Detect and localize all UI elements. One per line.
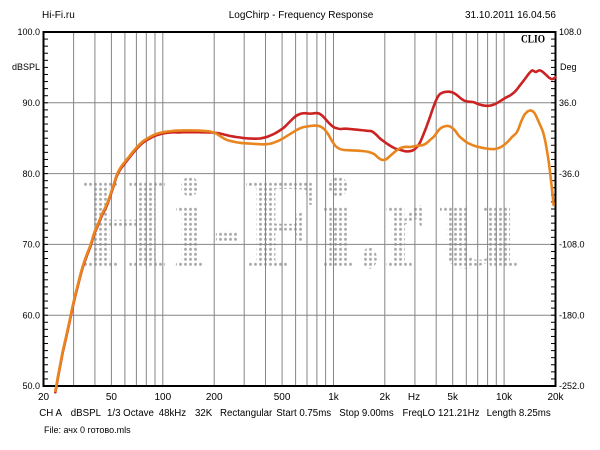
svg-text:20: 20	[38, 392, 50, 403]
svg-text:Rectangular: Rectangular	[220, 408, 273, 419]
svg-text:FreqLO 121.21Hz: FreqLO 121.21Hz	[403, 408, 480, 419]
svg-text:2k: 2k	[380, 392, 392, 403]
svg-text:60.0: 60.0	[22, 310, 40, 320]
svg-text:-108.0: -108.0	[559, 240, 585, 250]
svg-text:Start 0.75ms: Start 0.75ms	[276, 408, 331, 419]
svg-text:-36.0: -36.0	[559, 169, 580, 179]
svg-text:31.10.2011 16.04.56: 31.10.2011 16.04.56	[465, 10, 556, 21]
svg-text:-252.0: -252.0	[559, 381, 585, 391]
svg-text:Hz: Hz	[408, 392, 420, 403]
svg-text:48kHz: 48kHz	[159, 408, 187, 419]
svg-text:dBSPL: dBSPL	[12, 62, 40, 72]
svg-text:Length 8.25ms: Length 8.25ms	[487, 408, 551, 419]
svg-text:File: ачх 0 готово.mls: File: ачх 0 готово.mls	[44, 425, 131, 435]
svg-text:5k: 5k	[447, 392, 459, 403]
svg-text:Hi-Fi.ru: Hi-Fi.ru	[42, 10, 75, 21]
svg-text:500: 500	[274, 392, 291, 403]
svg-text:70.0: 70.0	[22, 240, 40, 250]
svg-text:50.0: 50.0	[22, 381, 40, 391]
svg-text:LogChirp - Frequency Response: LogChirp - Frequency Response	[229, 10, 374, 21]
svg-text:CH A: CH A	[39, 408, 62, 419]
svg-text:50: 50	[106, 392, 118, 403]
svg-text:1/3 Octave: 1/3 Octave	[107, 408, 154, 419]
svg-text:200: 200	[206, 392, 223, 403]
svg-text:Deg: Deg	[560, 62, 577, 72]
svg-text:dBSPL: dBSPL	[71, 408, 102, 419]
svg-text:Stop 9.00ms: Stop 9.00ms	[339, 408, 394, 419]
svg-text:-180.0: -180.0	[559, 310, 585, 320]
svg-text:CLIO: CLIO	[521, 34, 545, 46]
svg-text:100.0: 100.0	[17, 27, 40, 37]
svg-text:36.0: 36.0	[559, 98, 577, 108]
svg-text:80.0: 80.0	[22, 169, 40, 179]
svg-text:20k: 20k	[547, 392, 564, 403]
svg-text:10k: 10k	[496, 392, 513, 403]
svg-text:90.0: 90.0	[22, 98, 40, 108]
svg-text:100: 100	[154, 392, 171, 403]
svg-text:32K: 32K	[195, 408, 213, 419]
svg-text:1k: 1k	[328, 392, 340, 403]
svg-text:108.0: 108.0	[559, 27, 582, 37]
